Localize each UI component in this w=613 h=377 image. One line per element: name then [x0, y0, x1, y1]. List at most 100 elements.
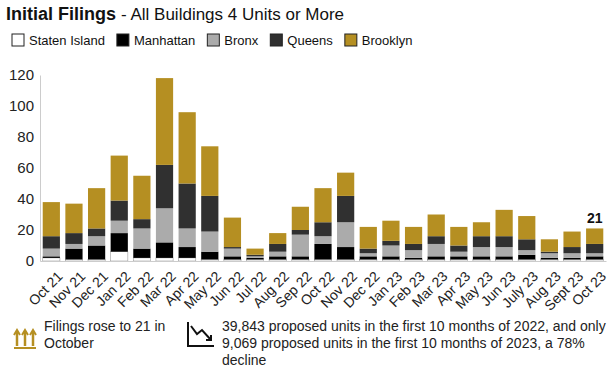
y-tick-label: 60 — [17, 159, 34, 176]
bar-segment — [111, 201, 128, 221]
y-tick: 80 — [17, 128, 40, 145]
bar-segment — [314, 244, 331, 260]
icon-part — [22, 330, 28, 335]
bar-segment — [518, 255, 535, 260]
bar-segment — [269, 244, 286, 252]
x-tick: Oct 23 — [569, 261, 610, 309]
bar-segment — [314, 222, 331, 236]
bar-segment — [43, 249, 60, 257]
bar-segment — [269, 256, 286, 259]
bar-segment — [586, 256, 603, 259]
bar-segment — [450, 259, 467, 261]
bar-segment — [179, 258, 196, 261]
bar-segment — [88, 228, 105, 236]
bar-segment — [179, 228, 196, 247]
bar-segment — [450, 252, 467, 257]
icon-part — [32, 332, 35, 346]
bar-segment — [450, 227, 467, 246]
y-axis-line — [40, 76, 41, 262]
bar-segment — [541, 253, 558, 258]
bar-segment — [201, 259, 218, 261]
bar-segment — [586, 228, 603, 244]
bar-segment — [292, 256, 309, 259]
bar-segment — [496, 256, 513, 259]
x-axis: Oct 21Nov 21Dec 21Jan 22Feb 22Mar 22Apr … — [25, 261, 609, 314]
bar-segment — [450, 256, 467, 259]
bar-segment — [292, 230, 309, 235]
bar-segment — [246, 256, 263, 258]
title: Initial Filings- All Buildings 4 Units o… — [6, 4, 344, 24]
bar-segment — [246, 259, 263, 261]
bar-segment — [360, 259, 377, 261]
bar-segment — [156, 242, 173, 258]
bar-segment — [201, 252, 218, 260]
bar-segment — [405, 259, 422, 261]
bar-segment — [88, 236, 105, 245]
bar-segment — [563, 253, 580, 258]
bar-segment — [292, 235, 309, 257]
y-tick: 20 — [17, 221, 40, 238]
y-tick: 120 — [9, 66, 40, 83]
bar-segment — [111, 233, 128, 252]
bar-segment — [314, 188, 331, 222]
bar-segment — [65, 249, 82, 260]
icon-decline — [188, 322, 214, 346]
bar-segment — [428, 236, 445, 244]
y-tick: 60 — [17, 159, 40, 176]
note: Filings rose to 21 in October — [44, 318, 174, 352]
bar-segment — [473, 247, 490, 256]
icon-part — [191, 326, 211, 340]
bar-segment — [43, 202, 60, 236]
bar-segment — [360, 256, 377, 259]
bar-segment — [111, 156, 128, 201]
bar-segment — [405, 250, 422, 258]
y-tick: 100 — [9, 97, 40, 114]
legend-label: Queens — [287, 33, 333, 48]
bar-segment — [518, 250, 535, 255]
x-axis-line — [41, 261, 607, 262]
bar-segment — [473, 259, 490, 261]
legend-label: Brooklyn — [362, 33, 413, 48]
bar-segment — [541, 258, 558, 260]
bar-segment — [224, 247, 241, 249]
bar-segment — [518, 259, 535, 261]
bar-segment — [111, 252, 128, 261]
bar-segment — [518, 239, 535, 250]
bar-segment — [382, 256, 399, 259]
icon-part — [14, 347, 36, 349]
icon-rise — [14, 330, 36, 348]
y-tick-label: 40 — [17, 190, 34, 207]
bar-segment — [201, 196, 218, 232]
y-tick-label: 100 — [9, 97, 34, 114]
legend-swatch — [270, 34, 282, 46]
y-tick-label: 80 — [17, 128, 34, 145]
bar-segment — [224, 259, 241, 261]
x-tick-label: Oct 23 — [569, 268, 610, 309]
bars — [43, 78, 604, 261]
bar-segment — [496, 247, 513, 256]
bar-segment — [382, 241, 399, 246]
y-axis: 0 20 40 60 80 100 120 — [9, 66, 41, 269]
bar-segment — [586, 244, 603, 253]
bar-segment — [111, 221, 128, 233]
bar-segment — [246, 255, 263, 257]
bar-segment — [246, 249, 263, 255]
legend-label: Manhattan — [134, 33, 195, 48]
bar-segment — [43, 256, 60, 258]
legend-label: Staten Island — [29, 33, 105, 48]
subtitle: - All Buildings 4 Units or More — [121, 5, 344, 24]
bar-segment — [269, 259, 286, 261]
y-tick-label: 0 — [26, 252, 34, 269]
bar-segment — [224, 218, 241, 247]
bar-segment — [88, 188, 105, 228]
icon-part — [30, 330, 36, 335]
bar-segment — [563, 259, 580, 261]
bar-segment — [541, 259, 558, 261]
y-tick: 0 — [26, 252, 40, 269]
bar-segment — [292, 207, 309, 230]
note: 39,843 proposed units in the first 10 mo… — [222, 318, 607, 369]
bar-segment — [337, 173, 354, 196]
legend-label: Bronx — [224, 33, 258, 48]
y-tick-label: 20 — [17, 221, 34, 238]
legend-swatch — [117, 34, 129, 46]
